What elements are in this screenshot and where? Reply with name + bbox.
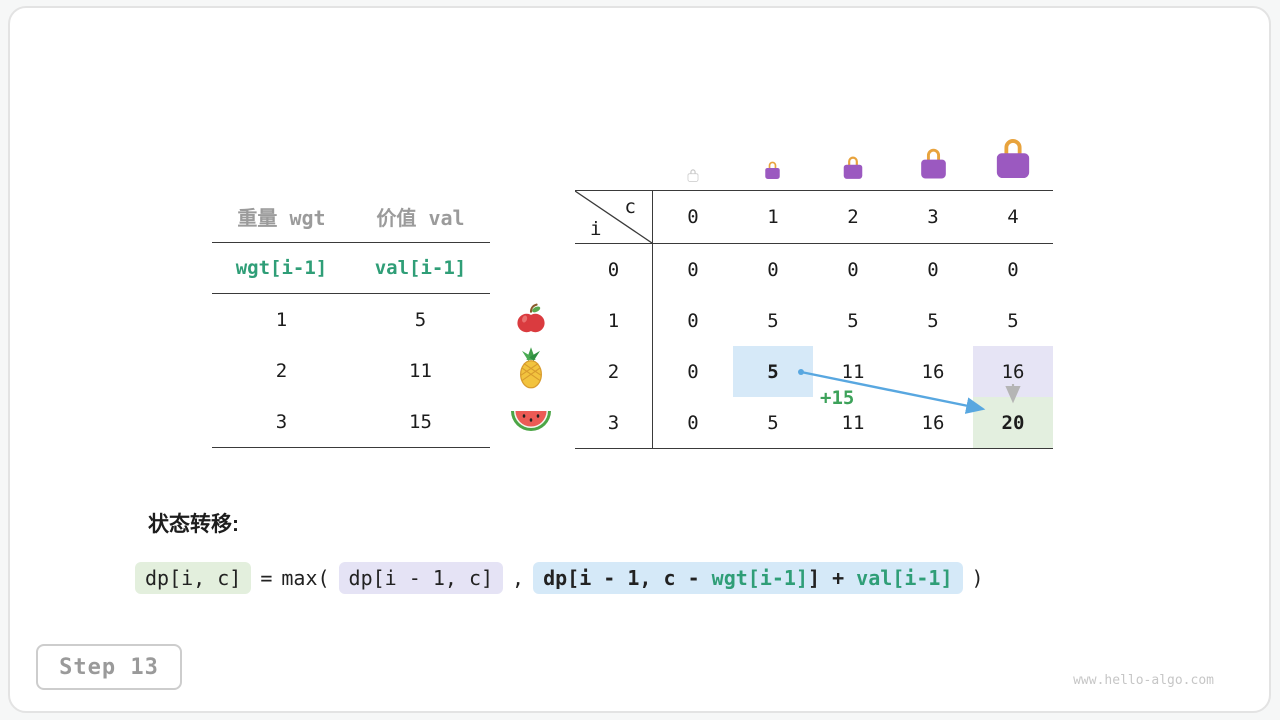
row-axis-label: i: [590, 218, 602, 240]
dp-cell-r0-c4: 0: [1007, 258, 1019, 281]
step-badge: Step 13: [36, 644, 182, 690]
item-2-wgt: 2: [275, 359, 288, 382]
bag-icon-capacity-3: [919, 148, 948, 184]
plus-value-annotation: +15: [820, 387, 855, 409]
figure-card: [8, 6, 1271, 713]
val-symbol: val[i-1]: [374, 257, 467, 279]
bag-icon-capacity-2: [842, 156, 864, 184]
formula-arg1: dp[i - 1, c]: [338, 562, 504, 594]
formula-arg2: dp[i - 1, c - wgt[i-1]] + val[i-1]: [533, 562, 963, 594]
state-transition-label: 状态转移:: [148, 513, 239, 536]
item-table-header-val: 价值 val: [376, 205, 465, 230]
dp-cell-r0-c1: 0: [767, 258, 779, 281]
item-2-val: 11: [409, 359, 432, 382]
dp-cell-r0-c0: 0: [687, 258, 699, 281]
bag-icon-capacity-1: [764, 161, 781, 184]
watermark: www.hello-algo.com: [1073, 673, 1214, 688]
dp-cell-r0-c2: 0: [847, 258, 859, 281]
dp-table: c i 0 1 2 3 4 0 0 0 0 0 0 1 0 5 5 5 5 2 …: [575, 190, 1053, 449]
dp-cell-r2-c1-highlight-source: 5: [733, 346, 813, 397]
formula-close-paren: ): [971, 566, 984, 590]
dp-cell-r1-c1: 5: [767, 309, 779, 332]
col-header-4: 4: [973, 191, 1053, 244]
col-header-3: 3: [893, 191, 973, 244]
apple-icon: [515, 302, 547, 340]
bag-icon-capacity-4: [994, 138, 1032, 184]
dp-cell-r1-c4: 5: [1007, 309, 1019, 332]
formula-arg2-p3: ] +: [808, 566, 857, 590]
formula-arg2-val: val[i-1]: [856, 566, 953, 590]
diagonal-divider: [575, 191, 652, 243]
dp-cell-r1-c3: 5: [927, 309, 939, 332]
dp-cell-r2-c3: 16: [921, 360, 945, 383]
row-header-0: 0: [575, 244, 653, 295]
bag-icon-capacity-0: [687, 167, 699, 186]
dp-cell-r0-c3: 0: [927, 258, 939, 281]
formula-lhs: dp[i, c]: [135, 562, 252, 594]
item-table-header-row: 重量 wgt 价值 val: [212, 190, 490, 243]
dp-cell-r2-c0: 0: [687, 360, 699, 383]
col-header-2: 2: [813, 191, 893, 244]
dp-cell-r3-c4-highlight-result: 20: [973, 397, 1053, 448]
item-row-3: 3 15: [212, 396, 490, 447]
item-row-1: 1 5: [212, 294, 490, 345]
item-table: 重量 wgt 价值 val wgt[i-1] val[i-1] 1 5 2 11…: [212, 190, 490, 448]
item-3-wgt: 3: [275, 410, 288, 433]
wgt-symbol: wgt[i-1]: [235, 257, 328, 279]
item-row-2: 2 11: [212, 345, 490, 396]
row-header-1: 1: [575, 295, 653, 346]
transition-formula: dp[i, c] = max( dp[i - 1, c] , dp[i - 1,…: [135, 562, 984, 594]
dp-cell-r2-c4-highlight-prev: 16: [973, 346, 1053, 397]
formula-arg2-wgt: wgt[i-1]: [711, 566, 808, 590]
dp-cell-r3-c1: 5: [767, 411, 779, 434]
dp-cell-r1-c2: 5: [847, 309, 859, 332]
item-3-val: 15: [409, 410, 432, 433]
item-1-wgt: 1: [275, 308, 288, 331]
watermelon-icon: [509, 407, 553, 439]
dp-cell-r3-c2: 11: [841, 411, 865, 434]
dp-corner-cell: c i: [575, 191, 653, 244]
col-axis-label: c: [624, 196, 636, 218]
col-header-0: 0: [653, 191, 733, 244]
dp-cell-r3-c0: 0: [687, 411, 699, 434]
formula-arg2-p1: dp[i - 1, c -: [543, 566, 712, 590]
col-header-1: 1: [733, 191, 813, 244]
row-header-2: 2: [575, 346, 653, 397]
item-1-val: 5: [414, 308, 427, 331]
formula-max-open: max(: [281, 566, 330, 590]
dp-cell-r1-c0: 0: [687, 309, 699, 332]
formula-equals: =: [260, 566, 273, 590]
pineapple-icon: [513, 346, 549, 394]
formula-comma: ,: [512, 566, 525, 590]
dp-cell-r3-c3: 16: [921, 411, 945, 434]
item-table-symbol-row: wgt[i-1] val[i-1]: [212, 243, 490, 294]
item-table-header-wgt: 重量 wgt: [237, 205, 326, 230]
row-header-3: 3: [575, 397, 653, 448]
